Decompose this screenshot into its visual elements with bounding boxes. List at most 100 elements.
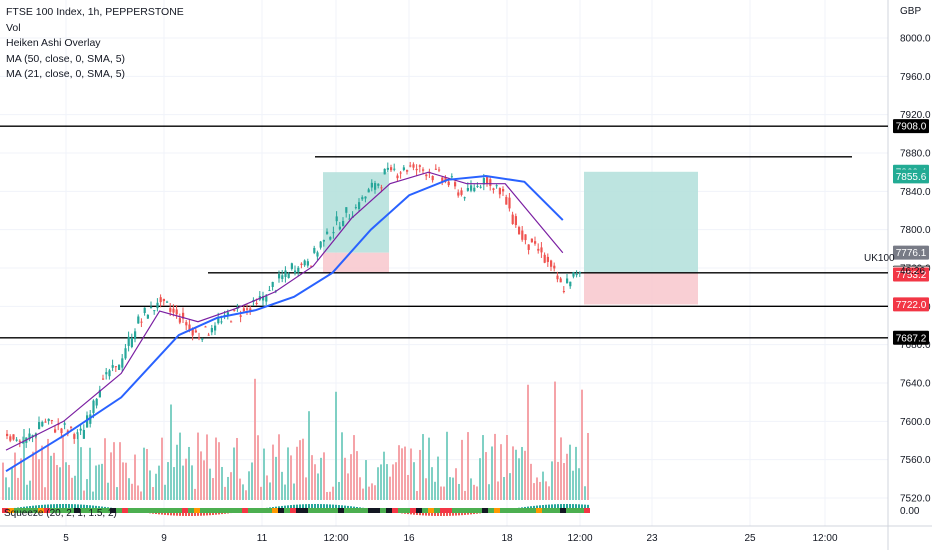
volume-bar (191, 465, 193, 500)
legend-title[interactable]: FTSE 100 Index, 1h, PEPPERSTONE (6, 5, 184, 21)
volume-bar (44, 487, 46, 500)
candle-body (454, 182, 456, 186)
volume-bar (461, 440, 463, 500)
volume-bar (215, 438, 217, 500)
volume-bar (560, 437, 562, 500)
volume-bar (452, 478, 454, 500)
volume-bar (101, 464, 103, 500)
squeeze-indicator-label[interactable]: Squeeze (20, 2, 1, 1.5, 2) (4, 508, 117, 519)
candle-body (176, 309, 178, 314)
volume-bar (86, 479, 88, 500)
legend-ma50[interactable]: MA (50, close, 0, SMA, 5) (6, 52, 184, 68)
squeeze-dot (218, 508, 224, 513)
volume-bar (512, 446, 514, 500)
volume-bar (164, 485, 166, 500)
candle-body (387, 168, 389, 170)
volume-bar (296, 447, 298, 500)
candle-body (422, 169, 424, 170)
x-tick-label-7: 23 (646, 533, 658, 544)
volume-bar (530, 464, 532, 500)
candle-body (432, 176, 434, 180)
candle-body (409, 165, 411, 166)
candle-body (48, 419, 50, 421)
candle-body (268, 290, 270, 291)
volume-bar (29, 481, 31, 500)
candle-body (316, 252, 318, 256)
candle-body (393, 169, 395, 170)
candle-body (128, 337, 130, 346)
currency-label: GBP (900, 6, 921, 17)
volume-bar (248, 471, 250, 500)
volume-bar (569, 445, 571, 500)
candle-body (76, 432, 78, 433)
volume-bar (173, 467, 175, 500)
volume-bar (179, 433, 181, 500)
squeeze-dot (404, 508, 410, 513)
squeeze-dot (278, 508, 284, 513)
y-tick-label-9: 7640.0 (900, 379, 931, 390)
candle-body (489, 179, 491, 186)
volume-bar (53, 453, 55, 500)
candle-body (243, 308, 245, 311)
candle-body (505, 197, 507, 205)
candle-body (457, 192, 459, 195)
volume-bar (422, 434, 424, 500)
volume-bar (41, 446, 43, 500)
squeeze-dot (560, 508, 566, 513)
volume-bar (254, 379, 256, 500)
candle-body (9, 436, 11, 440)
volume-bar (83, 491, 85, 500)
volume-bar (38, 459, 40, 500)
squeeze-dot (248, 508, 254, 513)
volume-bar (536, 477, 538, 500)
candle-body (112, 365, 114, 368)
volume-bar (182, 466, 184, 500)
price-badge-7855-6: 7855.6 (893, 169, 929, 183)
candle-body (80, 429, 82, 431)
squeeze-dot (224, 508, 230, 513)
candle-body (406, 170, 408, 172)
candle-body (508, 198, 510, 209)
volume-bar (149, 470, 151, 500)
candle-body (265, 296, 267, 302)
candle-body (246, 308, 248, 309)
legend-heiken-ashi[interactable]: Heiken Ashi Overlay (6, 36, 184, 52)
volume-bar (425, 478, 427, 500)
volume-bar (407, 475, 409, 500)
volume-bar (503, 477, 505, 500)
volume-bar (455, 468, 457, 500)
volume-bar (74, 476, 76, 500)
candle-body (166, 302, 168, 303)
candle-body (556, 276, 558, 280)
volume-bar (383, 452, 385, 500)
volume-bar (293, 484, 295, 500)
candle-body (240, 315, 242, 316)
squeeze-dot (398, 508, 404, 513)
squeeze-dot (308, 508, 314, 513)
squeeze-dot (470, 508, 476, 513)
candle-body (403, 167, 405, 170)
candle-body (528, 244, 530, 249)
legend-vol[interactable]: Vol (6, 21, 184, 37)
candle-body (547, 257, 549, 262)
volume-bar (368, 487, 370, 500)
squeeze-dot (578, 508, 584, 513)
candle-body (44, 422, 46, 423)
volume-bar (326, 492, 328, 500)
candle-body (476, 186, 478, 187)
volume-bar (416, 491, 418, 500)
volume-bar (17, 478, 19, 500)
legend-ma21[interactable]: MA (21, close, 0, SMA, 5) (6, 67, 184, 83)
volume-bar (128, 478, 130, 500)
volume-bar (185, 459, 187, 500)
candle-body (358, 202, 360, 209)
x-tick-label-9: 12:00 (812, 533, 837, 544)
candle-body (201, 339, 203, 340)
candle-body (576, 274, 578, 275)
volume-bar (353, 435, 355, 500)
candle-body (195, 330, 197, 332)
squeeze-dot (512, 508, 518, 513)
